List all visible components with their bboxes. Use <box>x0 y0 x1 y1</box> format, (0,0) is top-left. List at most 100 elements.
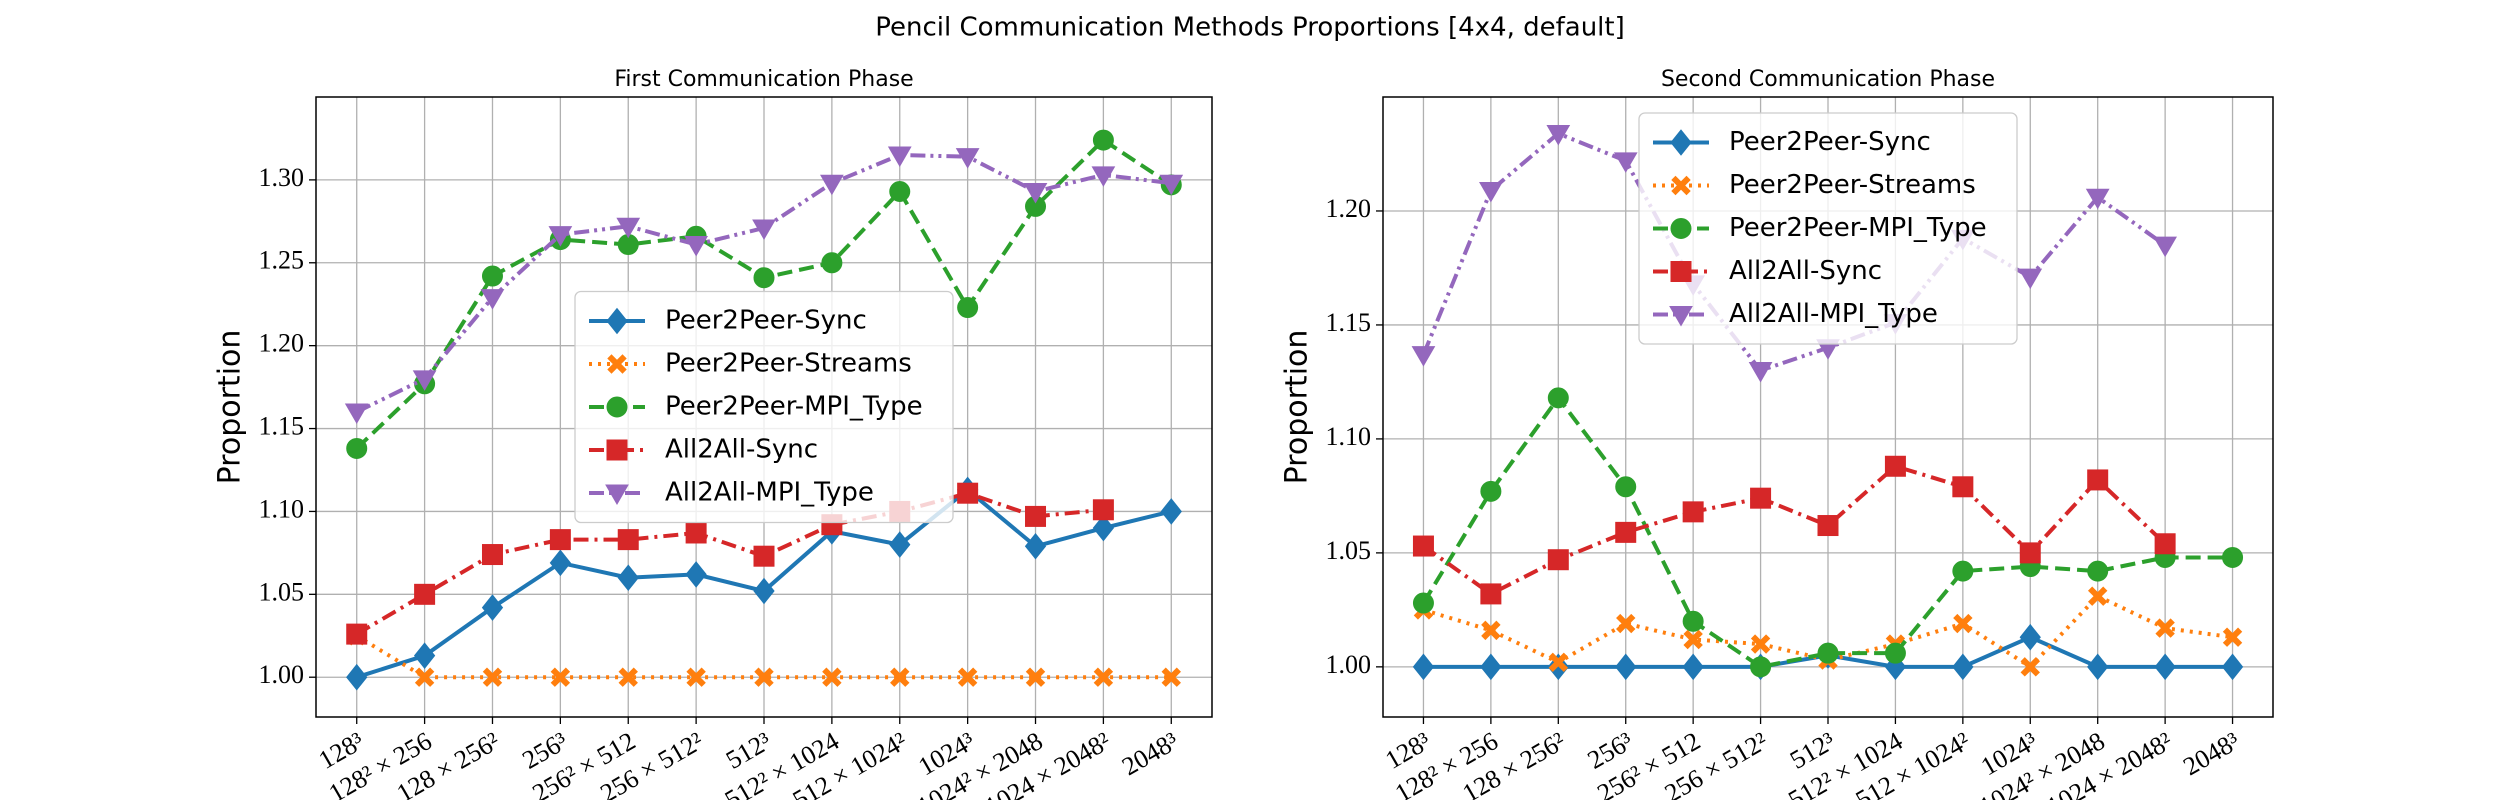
data-point <box>685 561 707 588</box>
data-point <box>346 663 368 691</box>
data-point <box>957 482 979 504</box>
legend-marker <box>606 307 628 335</box>
data-point <box>2019 542 2041 564</box>
data-point <box>414 667 435 687</box>
data-point <box>889 180 911 202</box>
data-point <box>1480 480 1502 502</box>
y-tick-label: 1.20 <box>1326 194 1372 223</box>
data-point <box>2018 268 2043 290</box>
data-point <box>2222 627 2243 647</box>
data-point <box>1682 610 1704 632</box>
data-point <box>957 667 978 687</box>
data-point <box>1613 152 1638 173</box>
legend-marker <box>606 396 628 418</box>
data-point <box>887 146 912 168</box>
y-tick-label: 1.20 <box>259 329 305 358</box>
data-point <box>549 529 571 551</box>
legend-label: Peer2Peer-Sync <box>1729 127 1931 157</box>
data-point <box>1160 498 1182 525</box>
data-point <box>1411 346 1436 367</box>
data-point <box>1683 629 1703 650</box>
data-point <box>1616 613 1636 634</box>
data-point <box>1481 620 1501 641</box>
data-point <box>1161 667 1181 687</box>
legend-marker <box>1671 175 1691 196</box>
data-point <box>1093 667 1114 687</box>
y-tick-label: 1.30 <box>259 163 305 192</box>
y-tick-label: 1.05 <box>259 577 305 606</box>
y-tick-label: 1.00 <box>1326 650 1372 679</box>
legend-marker <box>606 439 628 461</box>
legend-marker <box>607 354 627 374</box>
legend-label: Peer2Peer-MPI_Type <box>665 392 923 422</box>
data-point <box>890 667 910 687</box>
data-point <box>754 667 774 687</box>
data-point <box>1884 642 1906 664</box>
y-axis-label: Proportion <box>213 330 248 485</box>
y-tick-label: 1.10 <box>1326 422 1372 451</box>
data-point <box>1412 653 1435 681</box>
legend-label: Peer2Peer-Streams <box>665 349 912 379</box>
data-point <box>481 544 503 566</box>
data-point <box>412 370 437 391</box>
y-axis-label: Proportion <box>1280 330 1315 485</box>
data-point <box>957 297 979 319</box>
plot-frame <box>315 96 1213 718</box>
data-point <box>2221 653 2244 681</box>
data-point <box>1953 613 1973 634</box>
legend-marker <box>1670 218 1692 239</box>
data-point <box>414 583 436 605</box>
data-point <box>1750 634 1771 654</box>
data-point <box>1480 583 1502 605</box>
data-point <box>1682 653 1704 681</box>
subplot-title: Second Communication Phase <box>1661 67 1995 92</box>
data-point <box>1546 124 1571 146</box>
legend-label: Peer2Peer-MPI_Type <box>1729 213 1987 243</box>
data-point <box>616 217 641 239</box>
data-point <box>1479 181 1503 203</box>
legend-box <box>1638 112 2018 345</box>
y-tick-label: 1.15 <box>259 412 305 441</box>
data-point <box>346 623 368 645</box>
data-point <box>1025 505 1047 527</box>
data-point <box>753 545 775 567</box>
data-point <box>1884 455 1906 477</box>
data-point <box>617 564 639 592</box>
data-point <box>344 403 369 424</box>
data-point <box>2153 236 2177 258</box>
data-point <box>820 174 844 196</box>
data-point <box>821 252 843 274</box>
data-point <box>2019 623 2041 651</box>
plot-frame <box>1382 96 2274 718</box>
data-point <box>549 549 572 577</box>
data-point <box>1750 656 1772 678</box>
data-point <box>1412 592 1434 614</box>
data-point <box>1092 129 1114 151</box>
data-point <box>1548 652 1569 673</box>
data-point <box>2155 618 2175 638</box>
y-tick-label: 1.25 <box>259 246 305 275</box>
data-point <box>1817 515 1839 537</box>
y-tick-label: 1.00 <box>259 660 305 689</box>
data-point <box>1615 653 1637 681</box>
data-point <box>2085 188 2110 210</box>
data-point <box>1615 476 1637 498</box>
data-point <box>685 522 707 544</box>
legend-box <box>574 290 954 524</box>
data-point <box>550 667 571 687</box>
data-point <box>618 667 638 687</box>
legend: Peer2Peer-Sync Peer2Peer-Streams Peer2Peer… <box>1638 112 2018 345</box>
data-point <box>2087 469 2109 491</box>
data-point <box>1412 535 1434 557</box>
legend-label: Peer2Peer-Sync <box>665 306 867 336</box>
data-point <box>2154 653 2176 681</box>
data-point <box>2222 546 2244 568</box>
data-point <box>1750 487 1772 509</box>
data-point <box>480 289 505 310</box>
data-point <box>1615 521 1637 543</box>
data-point <box>1092 499 1114 521</box>
series-line <box>1421 131 2167 373</box>
legend: Peer2Peer-Sync Peer2Peer-Streams Peer2Peer… <box>574 290 954 524</box>
